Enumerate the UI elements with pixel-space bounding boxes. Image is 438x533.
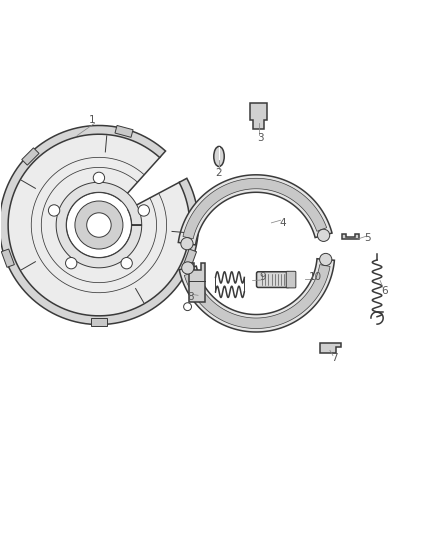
Text: 6: 6 <box>381 286 388 295</box>
Text: 1: 1 <box>89 115 95 125</box>
Circle shape <box>138 205 149 216</box>
Polygon shape <box>178 175 332 245</box>
Text: 7: 7 <box>332 353 338 363</box>
Circle shape <box>49 205 60 216</box>
Polygon shape <box>342 234 359 239</box>
Text: 4: 4 <box>279 218 286 228</box>
Text: 9: 9 <box>259 272 266 282</box>
Circle shape <box>320 253 332 265</box>
Polygon shape <box>179 259 334 332</box>
Polygon shape <box>320 343 341 353</box>
Polygon shape <box>91 318 107 326</box>
Text: 3: 3 <box>257 133 264 143</box>
Circle shape <box>182 262 194 274</box>
Polygon shape <box>184 264 330 328</box>
Polygon shape <box>7 133 191 317</box>
Polygon shape <box>250 103 268 129</box>
Circle shape <box>87 213 111 237</box>
Circle shape <box>75 201 123 249</box>
Circle shape <box>66 257 77 269</box>
Text: 8: 8 <box>187 292 194 302</box>
Circle shape <box>181 238 193 250</box>
Circle shape <box>318 229 330 241</box>
Text: 2: 2 <box>215 168 223 177</box>
Polygon shape <box>56 182 142 268</box>
Polygon shape <box>1 249 14 268</box>
Polygon shape <box>189 263 205 302</box>
Polygon shape <box>183 179 327 239</box>
Polygon shape <box>0 125 198 325</box>
Polygon shape <box>184 249 197 268</box>
Ellipse shape <box>214 147 224 166</box>
Text: 10: 10 <box>308 271 321 281</box>
FancyBboxPatch shape <box>286 271 296 288</box>
Text: 5: 5 <box>364 233 371 243</box>
Polygon shape <box>22 148 39 165</box>
Circle shape <box>93 172 105 183</box>
Circle shape <box>121 257 132 269</box>
Circle shape <box>184 303 191 311</box>
FancyBboxPatch shape <box>257 272 290 287</box>
Polygon shape <box>115 125 133 138</box>
